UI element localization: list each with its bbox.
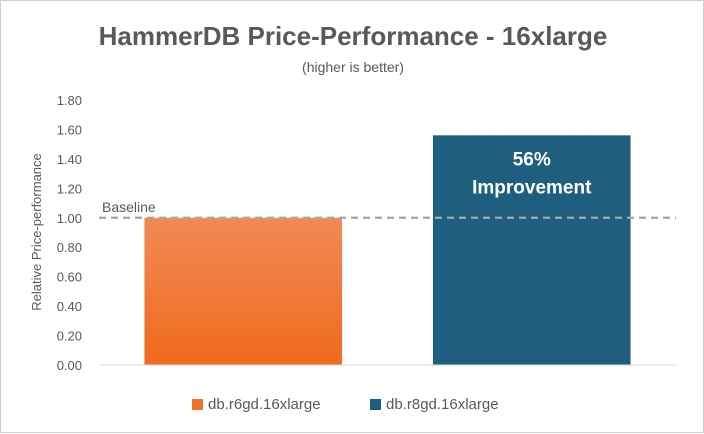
y-tick-label: 0.60 [57, 270, 82, 285]
baseline-label: Baseline [102, 199, 156, 215]
y-tick-label: 0.40 [57, 299, 82, 314]
bar-annotation-line: Improvement [472, 177, 592, 198]
bar-db.r6gd.16xlarge [144, 217, 343, 365]
y-axis-label: Relative Price-performance [29, 153, 44, 311]
y-tick-label: 0.80 [57, 240, 82, 255]
legend: db.r6gd.16xlarge db.r8gd.16xlarge [192, 396, 499, 413]
y-tick-label: 1.40 [57, 152, 82, 167]
chart-title: HammerDB Price-Performance - 16xlarge [99, 21, 608, 51]
y-tick-label: 0.20 [57, 329, 82, 344]
legend-swatch-db.r6gd.16xlarge [192, 399, 203, 410]
y-tick-label: 1.00 [57, 211, 82, 226]
legend-swatch-db.r8gd.16xlarge [370, 399, 381, 410]
y-tick-label: 1.80 [57, 93, 82, 108]
y-tick-label: 1.60 [57, 122, 82, 137]
baseline-reference: Baseline [99, 199, 676, 219]
y-tick-label: 0.00 [57, 358, 82, 373]
bars: 56% Improvement [144, 135, 631, 365]
chart-subtitle: (higher is better) [302, 59, 404, 75]
legend-label-db.r6gd.16xlarge: db.r6gd.16xlarge [208, 396, 321, 413]
legend-label-db.r8gd.16xlarge: db.r8gd.16xlarge [386, 396, 499, 413]
bar-db.r8gd.16xlarge [432, 135, 631, 365]
y-axis-ticks: 0.00 0.20 0.40 0.60 0.80 1.00 1.20 1.40 1.60 1.80 [57, 93, 82, 373]
y-tick-label: 1.20 [57, 181, 82, 196]
bar-annotation-line: 56% [513, 149, 551, 170]
